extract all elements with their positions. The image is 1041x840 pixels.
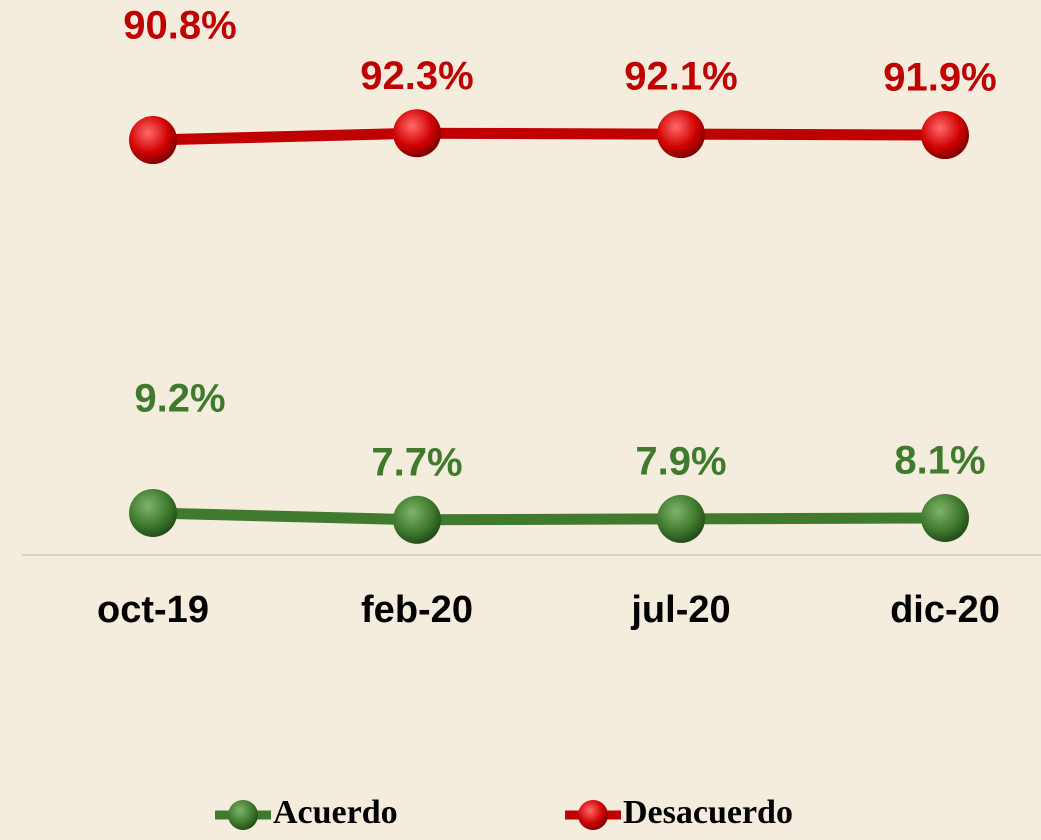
x-tick-label: feb-20 — [361, 589, 473, 631]
data-label: 7.7% — [371, 440, 462, 484]
legend-marker — [578, 800, 608, 830]
data-label: 9.2% — [134, 377, 225, 421]
data-label: 7.9% — [635, 439, 726, 483]
marker — [921, 493, 969, 542]
legend-label: Desacuerdo — [623, 794, 793, 831]
legend-marker — [228, 800, 258, 830]
x-tick-label: dic-20 — [890, 589, 1000, 631]
data-label: 90.8% — [123, 4, 236, 48]
data-label: 92.1% — [624, 55, 737, 99]
line — [152, 507, 946, 526]
x-tick-label: jul-20 — [630, 589, 730, 631]
legend-label: Acuerdo — [273, 794, 398, 831]
marker — [129, 116, 177, 165]
marker — [129, 488, 177, 537]
marker — [921, 111, 969, 160]
marker — [657, 110, 705, 159]
marker — [393, 495, 441, 544]
line — [152, 127, 946, 146]
data-label: 92.3% — [360, 54, 473, 98]
x-tick-label: oct-19 — [97, 589, 209, 631]
data-label: 91.9% — [883, 56, 996, 100]
data-label: 8.1% — [894, 439, 985, 483]
marker — [657, 494, 705, 543]
marker — [393, 109, 441, 158]
